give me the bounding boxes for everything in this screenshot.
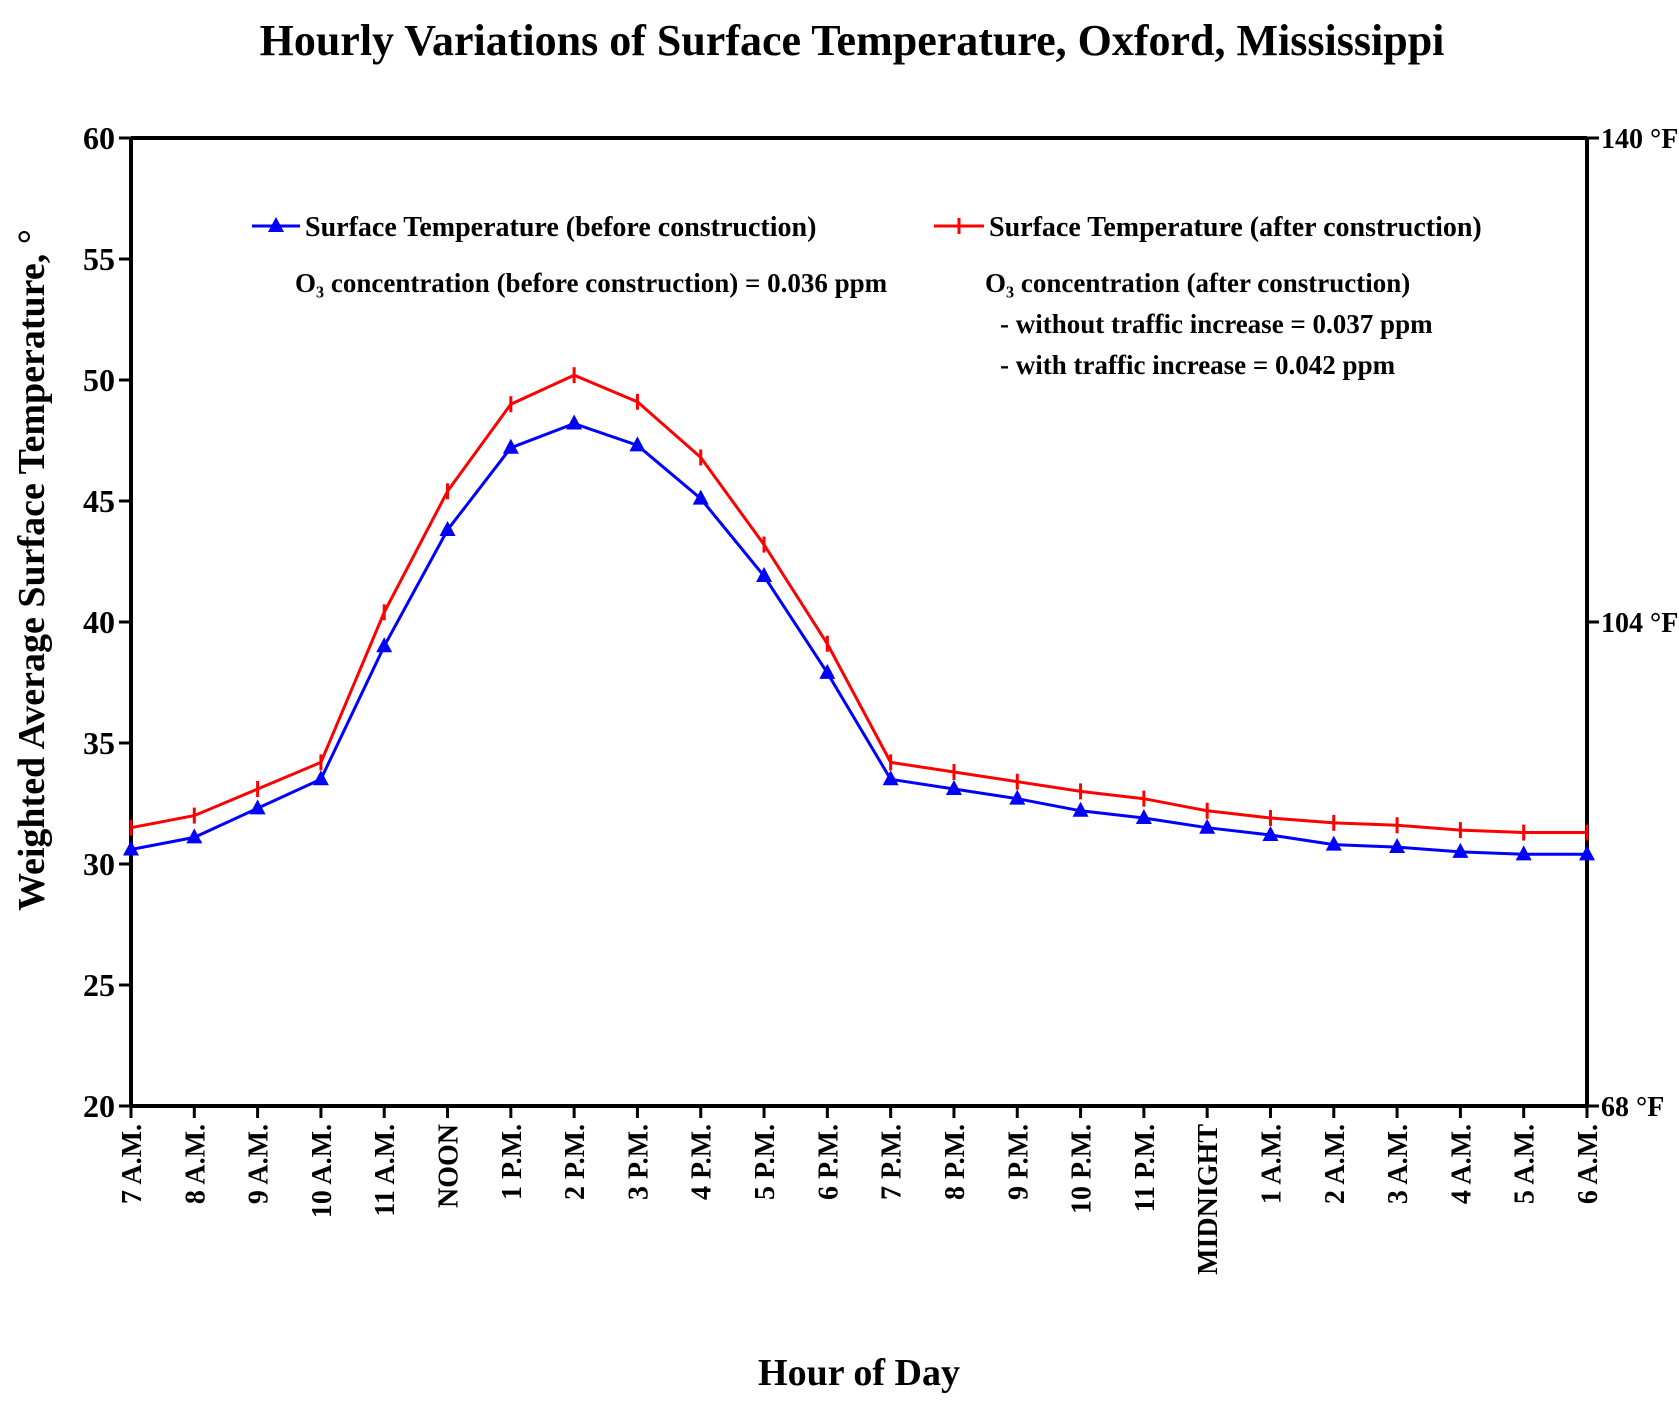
- data-point-before: [819, 663, 836, 679]
- annotation-after-line2: - with traffic increase = 0.042 ppm: [1000, 350, 1396, 380]
- x-tick-label: 9 A.M.: [244, 1124, 275, 1204]
- x-tick-label: 4 P.M.: [687, 1124, 718, 1200]
- chart-title: Hourly Variations of Surface Temperature…: [260, 16, 1445, 65]
- y-tick-label: 35: [83, 725, 115, 761]
- legend-triangle-marker: [268, 217, 284, 232]
- x-tick-label: 9 P.M.: [1003, 1124, 1034, 1200]
- x-tick-label: 8 A.M.: [180, 1124, 211, 1204]
- x-tick-label: 3 P.M.: [623, 1124, 654, 1200]
- x-tick-label: 6 P.M.: [813, 1124, 844, 1200]
- y-tick-label: 60: [83, 120, 115, 156]
- x-tick-label: 10 A.M.: [307, 1124, 338, 1218]
- x-tick-label: 5 P.M.: [750, 1124, 781, 1200]
- y-tick-label: 50: [83, 362, 115, 398]
- data-point-before: [502, 438, 519, 454]
- data-point-before: [945, 779, 962, 795]
- y-tick-label: 20: [83, 1088, 115, 1124]
- annotation-after-line1: - without traffic increase = 0.037 ppm: [1000, 309, 1433, 339]
- x-tick-label: 10 P.M.: [1067, 1124, 1098, 1214]
- x-tick-label: 7 P.M.: [877, 1124, 908, 1200]
- x-tick-label: 7 A.M.: [117, 1124, 148, 1204]
- y-tick-label: 55: [83, 241, 115, 277]
- data-point-before: [186, 828, 203, 844]
- data-point-before: [756, 567, 773, 583]
- series-line-after: [130, 373, 1587, 834]
- legend: Surface Temperature (before construction…: [252, 212, 1482, 243]
- x-axis-title: Hour of Day: [758, 1352, 960, 1394]
- data-point-before: [1262, 825, 1279, 841]
- x-tick-label: 2 P.M.: [560, 1124, 591, 1200]
- x-tick-label: 8 P.M.: [940, 1124, 971, 1200]
- data-point-before: [1579, 845, 1595, 861]
- data-point-before: [1135, 809, 1152, 825]
- x-tick-label: NOON: [434, 1124, 465, 1208]
- legend-label-before: Surface Temperature (before construction…: [305, 212, 816, 243]
- series-line-before: [130, 422, 1587, 856]
- annotation-after-heading: O₃ concentration (after construction): [985, 268, 1410, 298]
- data-point-before: [692, 489, 709, 505]
- x-tick-label: MIDNIGHT: [1193, 1124, 1224, 1275]
- x-tick-label: 5 A.M.: [1510, 1124, 1541, 1204]
- right-axis-label: 68 °F: [1601, 1092, 1664, 1123]
- data-point-before: [123, 840, 139, 856]
- data-point-before: [566, 414, 583, 430]
- annotation-before: O₃ concentration (before construction) =…: [295, 268, 888, 298]
- series-group: [123, 367, 1595, 861]
- x-tick-label: 4 A.M.: [1446, 1124, 1477, 1204]
- y-axis-title: Weighted Average Surface Temperature, °: [11, 229, 53, 911]
- data-point-before: [1072, 801, 1089, 817]
- x-tick-label: 11 A.M.: [370, 1124, 401, 1217]
- x-tick-label: 1 P.M.: [497, 1124, 528, 1200]
- data-point-before: [629, 436, 646, 452]
- data-point-before: [249, 799, 266, 815]
- data-point-before: [1389, 838, 1406, 854]
- y-tick-labels: 20 25 30 35 40 45 50 55 60: [83, 120, 131, 1124]
- right-axis-label: 104 °F: [1601, 608, 1678, 639]
- x-tick-labels: 7 A.M. 8 A.M. 9 A.M. 10 A.M. 11 A.M. NOON 1 P.…: [117, 1106, 1604, 1275]
- y-tick-label: 25: [83, 967, 115, 1003]
- data-point-before: [1325, 835, 1342, 851]
- data-point-before: [1199, 818, 1216, 834]
- x-tick-label: 3 A.M.: [1383, 1124, 1414, 1204]
- data-point-before: [882, 770, 899, 786]
- right-axis-label: 140 °F: [1601, 124, 1678, 155]
- data-point-before: [1009, 789, 1026, 805]
- data-point-before: [1515, 845, 1532, 861]
- data-point-before: [312, 770, 329, 786]
- y-tick-label: 40: [83, 604, 115, 640]
- legend-label-after: Surface Temperature (after construction): [989, 212, 1482, 243]
- y-tick-label: 45: [83, 483, 115, 519]
- data-point-before: [1452, 842, 1469, 858]
- y-tick-label: 30: [83, 846, 115, 882]
- x-tick-label: 1 A.M.: [1256, 1124, 1287, 1204]
- x-tick-label: 2 A.M.: [1320, 1124, 1351, 1204]
- x-tick-label: 6 A.M.: [1573, 1124, 1604, 1204]
- x-tick-label: 11 P.M.: [1130, 1124, 1161, 1212]
- right-axis-labels: 68 °F 104 °F 140 °F: [1587, 124, 1678, 1123]
- data-point-before: [439, 521, 456, 537]
- data-point-before: [376, 637, 393, 653]
